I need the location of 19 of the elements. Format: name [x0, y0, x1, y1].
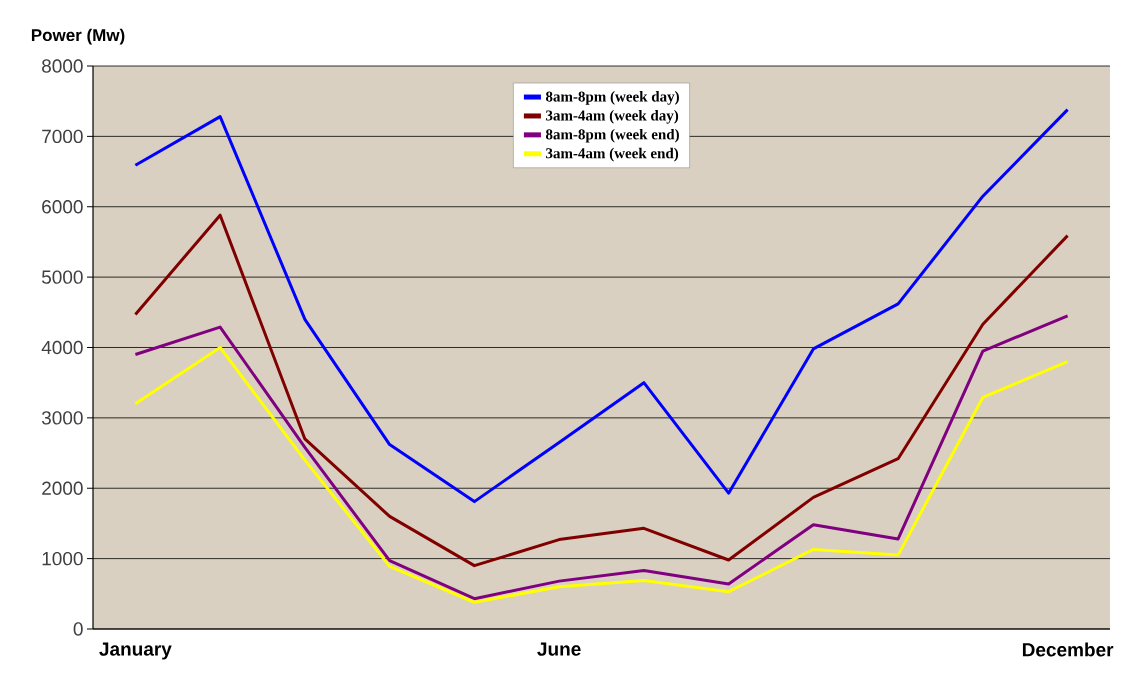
y-tick-label: 7000 — [42, 129, 83, 144]
y-tick-label: 5000 — [41, 270, 83, 284]
y-tick-label: 4000 — [41, 340, 83, 355]
legend-label: 8am-8pm (week day) — [545, 91, 679, 105]
legend-label: 3am-4am (week end) — [546, 147, 679, 162]
y-tick-label: 6000 — [42, 200, 83, 214]
legend-label: 3am-4am (week day) — [546, 110, 679, 124]
y-tick-label: 8000 — [42, 59, 83, 73]
y-tick-label: 0 — [73, 622, 83, 636]
line-series — [133, 108, 1070, 504]
line-series — [133, 213, 1070, 568]
x-tick-label: June — [537, 642, 581, 656]
x-tick-label: January — [99, 642, 172, 660]
y-axis-title: Power (Mw) — [31, 28, 125, 45]
legend-label: 8am-8pm (week end) — [545, 128, 679, 143]
y-tick-label: 2000 — [42, 481, 83, 495]
y-tick-label: 1000 — [42, 551, 83, 566]
x-tick-label: December — [1022, 642, 1114, 657]
y-tick-label: 3000 — [41, 411, 83, 425]
